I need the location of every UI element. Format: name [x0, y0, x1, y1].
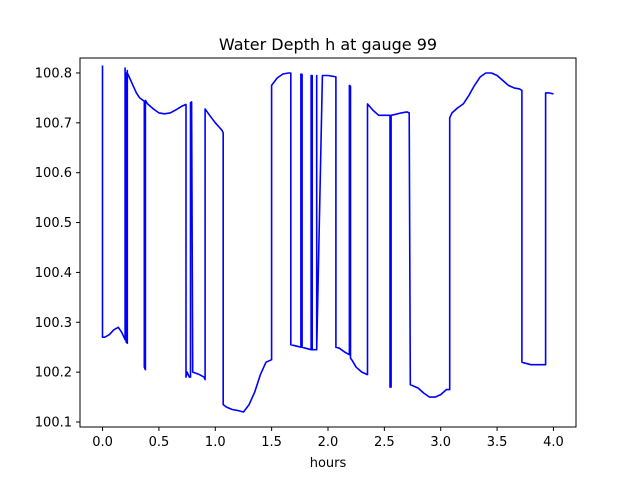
y-tick-label: 100.3: [35, 316, 72, 331]
y-tick-label: 100.4: [35, 266, 72, 281]
x-tick-label: 0.0: [92, 435, 113, 450]
series-line: [101, 65, 554, 413]
chart-title: Water Depth h at gauge 99: [219, 35, 437, 54]
x-tick-label: 0.5: [149, 435, 170, 450]
x-tick-label: 2.0: [318, 435, 339, 450]
x-axis-title: hours: [310, 456, 347, 471]
x-tick-label: 3.0: [430, 435, 451, 450]
x-tick-label: 1.5: [261, 435, 282, 450]
y-tick-label: 100.8: [35, 66, 72, 81]
axes-frame: [79, 57, 577, 428]
x-tick-label: 1.0: [205, 435, 226, 450]
y-tick-label: 100.7: [35, 116, 72, 131]
x-tick-label: 2.5: [374, 435, 395, 450]
x-tick-label: 4.0: [543, 435, 564, 450]
y-tick-label: 100.2: [35, 366, 72, 381]
plot-area: 0.0 0.5 1.0 1.5 2.0 2.5 3.0 3.5 4.0 100.1 100.2 100…: [35, 57, 577, 450]
y-tick-label: 100.6: [35, 166, 72, 181]
x-tick-label: 3.5: [487, 435, 508, 450]
y-tick-label: 100.5: [35, 216, 72, 231]
y-tick-label: 100.1: [35, 416, 72, 431]
